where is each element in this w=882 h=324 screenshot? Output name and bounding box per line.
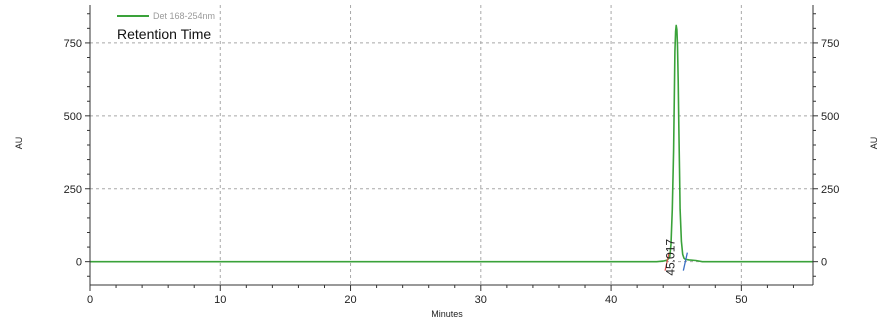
- y-tick-label-left: 0: [76, 257, 82, 269]
- baseline-markers: [664, 252, 688, 271]
- x-tick-label: 40: [605, 294, 617, 306]
- x-tick-label: 0: [87, 294, 93, 306]
- x-tick-label: 30: [475, 294, 487, 306]
- legend: Det 168-254nm: [117, 11, 215, 21]
- y-tick-label-right: 250: [821, 184, 839, 196]
- y-tick-label-right: 500: [821, 111, 839, 123]
- peak-labels: 45.017: [663, 239, 677, 276]
- y-axis-title-left: AU: [14, 137, 24, 150]
- y-tick-label-left: 250: [64, 184, 82, 196]
- x-tick-label: 50: [735, 294, 747, 306]
- x-axis-title: Minutes: [431, 309, 463, 319]
- series-layer: [90, 24, 813, 263]
- peak-label: 45.017: [663, 239, 677, 276]
- x-tick-label: 10: [214, 294, 226, 306]
- legend-label: Det 168-254nm: [153, 11, 215, 21]
- axes: [85, 5, 818, 291]
- baseline-marker-0: [664, 252, 670, 271]
- y-tick-label-left: 500: [64, 111, 82, 123]
- x-tick-label: 20: [344, 294, 356, 306]
- y-tick-label-left: 750: [64, 38, 82, 50]
- series-line-0: [90, 24, 813, 263]
- y-axis-title-right: AU: [869, 137, 879, 150]
- annotation-retention-time: Retention Time: [117, 26, 211, 42]
- y-tick-label-right: 750: [821, 38, 839, 50]
- baseline-marker-1: [682, 252, 688, 271]
- y-tick-label-right: 0: [821, 257, 827, 269]
